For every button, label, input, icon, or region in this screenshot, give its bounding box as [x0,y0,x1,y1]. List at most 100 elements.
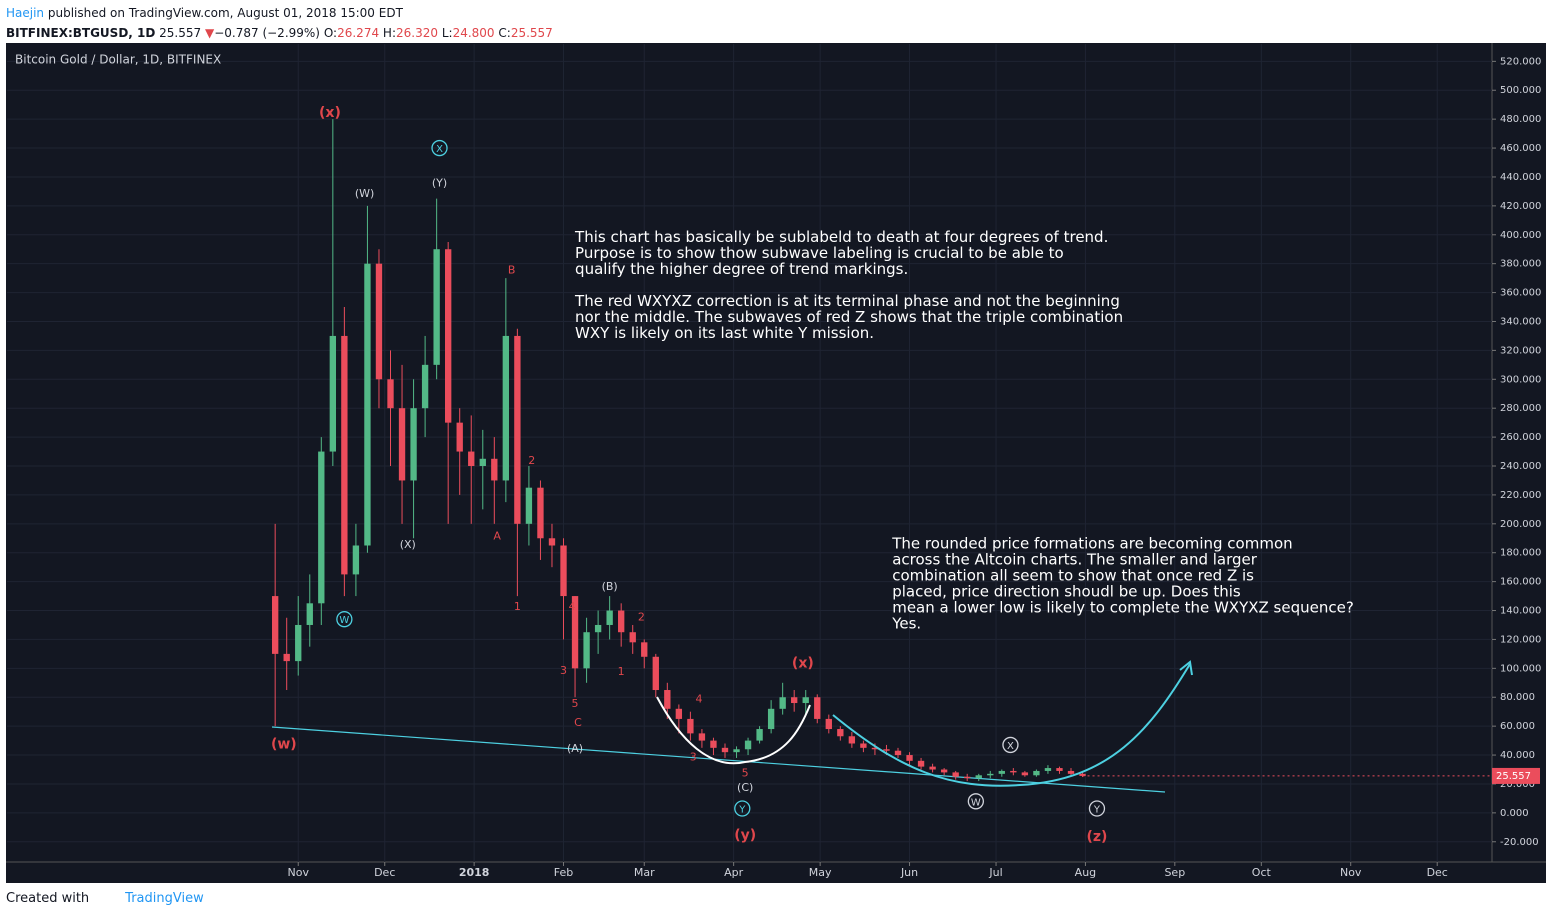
candle-body [583,632,590,669]
annotation: X [1007,741,1014,752]
annotation: (A) [567,742,583,755]
annotation: 3 [560,664,567,677]
note-line: qualify the higher degree of trend marki… [575,260,908,278]
candle-body [641,642,648,657]
annotation: 2 [638,610,645,623]
note-line: The rounded price formations are becomin… [891,535,1292,553]
annotation: Y [1093,805,1101,816]
candle-body [929,766,936,770]
candle-body [271,596,279,654]
h-label: H: [382,26,396,40]
candle-body [1010,770,1017,773]
candle-body [560,545,567,597]
brand[interactable]: TradingView [125,891,204,906]
x-tick-label: Nov [287,866,309,879]
x-tick-label: Feb [554,866,573,879]
candle-body [964,776,971,779]
candle-body [952,772,959,777]
candle-body [871,747,879,750]
note-line: across the Altcoin charts. The smaller a… [892,551,1258,569]
annotation-circle [967,793,985,810]
candle-body [341,335,348,575]
note-line: WXY is likely on its last white Y missio… [575,324,874,342]
y-tick-label: 140.000 [1500,606,1541,617]
candle-body [698,733,706,741]
header: Haejin published on TradingView.com, Aug… [6,3,553,43]
y-tick-label: 480.000 [1500,114,1541,125]
x-tick-label: Aug [1075,866,1096,879]
x-tick-label: Sep [1164,866,1185,879]
candle-body [468,451,475,467]
candle-body [491,458,498,481]
candle-body [767,708,775,730]
candle-body [1056,768,1063,771]
candle-body [664,690,671,709]
candle-body [329,335,337,452]
y-tick-label: 500.000 [1500,85,1541,96]
candle-body [618,610,625,633]
x-tick-label: Oct [1252,866,1272,879]
candle-body [675,708,683,719]
candle-body [744,740,752,750]
candle-body [998,770,1005,774]
candle-body [940,769,948,773]
annotation: W [971,797,981,808]
chart-title: Bitcoin Gold / Dollar, 1D, BITFINEX [15,53,221,67]
annotation: 1 [618,665,625,678]
annotation: A [493,529,501,542]
arrow-head [1179,660,1193,676]
x-tick-label: 2018 [459,866,490,879]
candle-body [479,458,486,467]
candle-body [456,422,463,452]
annotation: 2 [528,454,535,467]
note-line: Purpose is to show thow subwave labeling… [575,244,1064,262]
note-line: Yes. [891,615,921,633]
y-tick-label: 220.000 [1500,490,1541,501]
annotation: X [436,144,443,155]
y-tick-label: 20.000 [1500,779,1535,790]
annotation: (y) [734,828,756,844]
x-tick-label: May [809,866,832,879]
candle-body [814,697,821,719]
candle-body [1021,772,1029,776]
candle-body [606,610,613,625]
low: 24.800 [452,26,495,40]
annotation: 1 [514,600,521,613]
candle-body [410,408,417,481]
annotation: (z) [1086,829,1107,845]
candle-body [710,740,717,748]
candle-body [594,624,602,633]
candle-body [848,736,856,744]
annotation: 4 [696,693,703,706]
arc-drawing [656,696,811,765]
y-tick-label: 360.000 [1500,288,1541,299]
candle-body [906,755,913,761]
annotation: W [339,615,349,626]
candle-body [387,379,394,409]
y-tick-label: 520.000 [1500,56,1541,67]
curve-drawing [832,663,1191,787]
candle-body [791,697,798,704]
y-tick-label: -20.000 [1500,837,1539,848]
annotation: (Y) [432,177,447,190]
y-tick-label: 180.000 [1500,548,1541,559]
author[interactable]: Haejin [6,6,45,20]
candle-body [883,749,890,751]
note-line: placed, price direction shoudl be up. Do… [892,583,1241,601]
annotation: (X) [400,538,416,551]
published: published on TradingView.com, August 01,… [47,6,403,20]
annotation: (C) [737,781,753,794]
x-tick-label: Dec [1427,866,1448,879]
annotation: (W) [355,187,374,200]
x-tick-label: Apr [724,866,744,879]
note-line: combination all seem to show that once r… [892,567,1254,585]
note-line: mean a lower low is likely to complete t… [892,599,1354,617]
annotation: Y [738,805,746,816]
y-tick-label: 100.000 [1500,663,1541,674]
symbol: BITFINEX:BTGUSD, 1D [6,26,156,40]
candle-body [894,750,902,756]
arrow: ▼ [204,26,215,40]
chart-background [6,43,1546,883]
annotation: (B) [602,580,618,593]
